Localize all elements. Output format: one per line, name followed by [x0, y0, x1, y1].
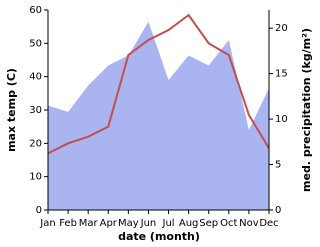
x-tick-label: May [118, 218, 139, 229]
x-tick-label: Sep [199, 218, 218, 229]
x-tick-label: Feb [59, 218, 77, 229]
precipitation-area [48, 21, 269, 211]
y2-tick-label: 5 [275, 160, 281, 171]
x-tick-label: Jun [140, 218, 157, 229]
x-tick-label: Nov [239, 218, 259, 229]
y-tick-label: 20 [29, 138, 42, 149]
x-tick-label: Jul [162, 218, 175, 229]
x-axis-label: date (month) [118, 230, 200, 243]
y-tick-label: 50 [29, 38, 42, 49]
y-tick-label: 10 [29, 172, 42, 183]
y2-tick-label: 10 [275, 114, 288, 125]
y2-axis-label: med. precipitation (kg/m²) [300, 28, 313, 192]
y2-tick-label: 0 [275, 205, 281, 216]
x-tick-label: Mar [79, 218, 99, 229]
x-tick-label: Aug [179, 218, 199, 229]
x-tick-label: Apr [100, 218, 118, 229]
x-tick-label: Oct [220, 218, 237, 229]
temperature-line [47, 13, 270, 155]
x-tick-label: Jan [39, 218, 55, 229]
y-tick-label: 60 [29, 5, 42, 16]
y2-tick-label: 15 [275, 69, 288, 80]
y-tick-label: 30 [29, 105, 42, 116]
y-tick-label: 0 [36, 205, 42, 216]
x-tick-label: Dec [259, 218, 278, 229]
y-tick-label: 40 [29, 72, 42, 83]
y2-tick-label: 20 [275, 23, 288, 34]
y-axis-label: max temp (C) [5, 68, 18, 152]
